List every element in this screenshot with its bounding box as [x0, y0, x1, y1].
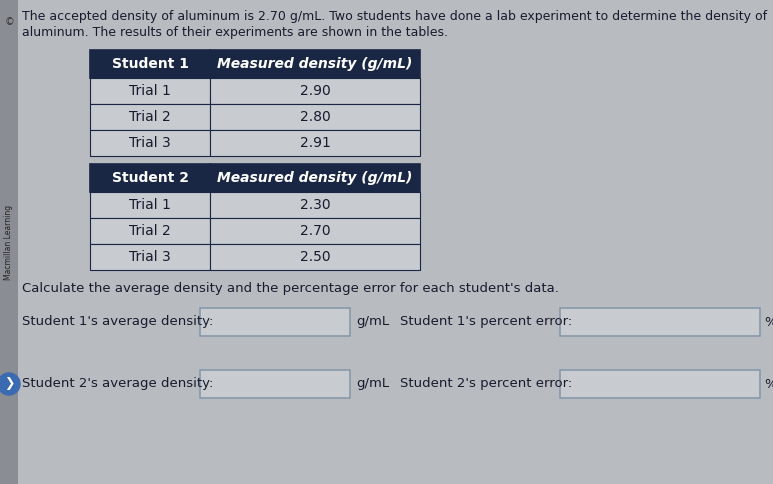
Text: Calculate the average density and the percentage error for each student's data.: Calculate the average density and the pe…: [22, 282, 559, 295]
Text: Trial 3: Trial 3: [129, 136, 171, 150]
Bar: [210, 104, 420, 130]
Text: Macmillan Learning: Macmillan Learning: [5, 204, 13, 280]
Text: Trial 1: Trial 1: [129, 198, 171, 212]
Text: ❯: ❯: [4, 378, 14, 391]
Text: aluminum. The results of their experiments are shown in the tables.: aluminum. The results of their experimen…: [22, 26, 448, 39]
Text: Trial 2: Trial 2: [129, 110, 171, 124]
Bar: [560, 370, 760, 398]
Bar: [90, 244, 210, 270]
Bar: [210, 218, 420, 244]
Bar: [90, 164, 210, 192]
Text: 2.30: 2.30: [300, 198, 330, 212]
Bar: [210, 164, 420, 192]
Bar: [90, 104, 210, 130]
Text: Student 1: Student 1: [111, 57, 189, 71]
Text: Student 2's average density:: Student 2's average density:: [22, 378, 213, 391]
Text: Student 1's average density:: Student 1's average density:: [22, 316, 213, 329]
Bar: [210, 50, 420, 78]
Bar: [200, 308, 350, 336]
Bar: [90, 78, 210, 104]
Bar: [560, 308, 760, 336]
Bar: [90, 218, 210, 244]
Bar: [90, 192, 210, 218]
Text: Measured density (g/mL): Measured density (g/mL): [217, 57, 413, 71]
Bar: [0, 0, 18, 484]
Text: Trial 2: Trial 2: [129, 224, 171, 238]
Bar: [210, 130, 420, 156]
Text: 2.80: 2.80: [300, 110, 330, 124]
Text: 2.90: 2.90: [300, 84, 330, 98]
Bar: [210, 244, 420, 270]
Bar: [210, 78, 420, 104]
Circle shape: [0, 373, 20, 395]
Text: Student 1's percent error:: Student 1's percent error:: [400, 316, 572, 329]
Text: Trial 3: Trial 3: [129, 250, 171, 264]
Text: g/mL: g/mL: [356, 378, 389, 391]
Bar: [210, 192, 420, 218]
Text: g/mL: g/mL: [356, 316, 389, 329]
Text: ©: ©: [4, 17, 14, 27]
Text: Trial 1: Trial 1: [129, 84, 171, 98]
Bar: [90, 130, 210, 156]
Bar: [90, 50, 210, 78]
Text: Measured density (g/mL): Measured density (g/mL): [217, 171, 413, 185]
Text: 2.50: 2.50: [300, 250, 330, 264]
Text: 2.70: 2.70: [300, 224, 330, 238]
Text: %: %: [764, 378, 773, 391]
Text: Student 2: Student 2: [111, 171, 189, 185]
Text: 2.91: 2.91: [300, 136, 330, 150]
Text: The accepted density of aluminum is 2.70 g/mL. Two students have done a lab expe: The accepted density of aluminum is 2.70…: [22, 10, 767, 23]
Text: Student 2's percent error:: Student 2's percent error:: [400, 378, 572, 391]
Text: %: %: [764, 316, 773, 329]
Bar: [200, 370, 350, 398]
